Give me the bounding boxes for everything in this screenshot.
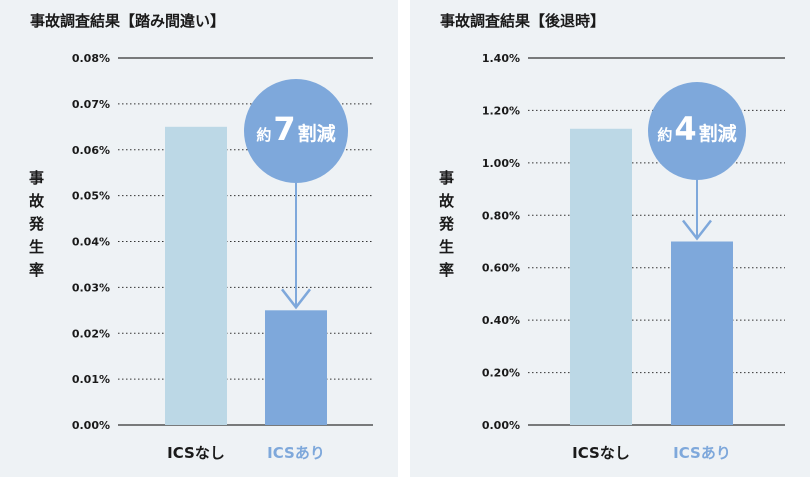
y-tick-label: 0.07% bbox=[72, 98, 110, 111]
y-tick-label: 1.20% bbox=[482, 104, 520, 117]
y-tick-label: 0.08% bbox=[72, 52, 110, 65]
y-tick-label: 0.05% bbox=[72, 190, 110, 203]
y-tick-label: 1.40% bbox=[482, 52, 520, 65]
y-axis-label: 事故発生率 bbox=[27, 170, 45, 285]
y-tick-label: 0.04% bbox=[72, 236, 110, 249]
y-tick-label: 0.00% bbox=[72, 419, 110, 432]
reduction-badge bbox=[648, 82, 746, 180]
x-category-label: ICSなし bbox=[572, 444, 630, 462]
y-tick-label: 0.01% bbox=[72, 373, 110, 386]
y-tick-label: 0.06% bbox=[72, 144, 110, 157]
y-tick-label: 0.60% bbox=[482, 262, 520, 275]
y-tick-label: 0.03% bbox=[72, 281, 110, 294]
y-axis-label: 事故発生率 bbox=[437, 170, 455, 285]
chart-panel-accident-pedal: 事故調査結果【踏み間違い】 事故発生率 0.00% 0.01% 0.02% 0.03%… bbox=[0, 0, 398, 477]
bar-without-ics bbox=[570, 128, 632, 425]
chart-plot-accident-reverse: 0.00% 0.20% 0.40% 0.60% 0.80% 1.00% 1.20% 1.40%… bbox=[482, 52, 785, 462]
x-category-label: ICSあり bbox=[673, 444, 731, 462]
chart-title: 事故調査結果【後退時】 bbox=[440, 12, 606, 30]
bar-without-ics bbox=[165, 126, 227, 425]
x-category-label: ICSあり bbox=[267, 444, 325, 462]
y-tick-label: 0.02% bbox=[72, 327, 110, 340]
chart-plot-accident-pedal: 0.00% 0.01% 0.02% 0.03% 0.04% 0.05% 0.06% 0.07%… bbox=[72, 52, 373, 462]
chart-panel-accident-reverse: 事故調査結果【後退時】 事故発生率 0.00% 0.20% 0.40% 0.60% 0.… bbox=[410, 0, 810, 477]
chart-title: 事故調査結果【踏み間違い】 bbox=[30, 12, 226, 30]
reduction-badge bbox=[244, 79, 348, 183]
bar-with-ics bbox=[671, 241, 733, 425]
arrow-head bbox=[281, 288, 311, 310]
y-tick-label: 0.20% bbox=[482, 367, 520, 380]
x-category-label: ICSなし bbox=[167, 444, 225, 462]
reduction-badge-text: 約4 割減 bbox=[657, 110, 736, 148]
y-tick-label: 0.80% bbox=[482, 209, 520, 222]
bar-with-ics bbox=[265, 310, 327, 425]
arrow-head bbox=[682, 219, 712, 241]
y-tick-label: 1.00% bbox=[482, 157, 520, 170]
y-tick-label: 0.00% bbox=[482, 419, 520, 432]
y-tick-label: 0.40% bbox=[482, 314, 520, 327]
reduction-badge-text: 約7 割減 bbox=[256, 110, 335, 148]
